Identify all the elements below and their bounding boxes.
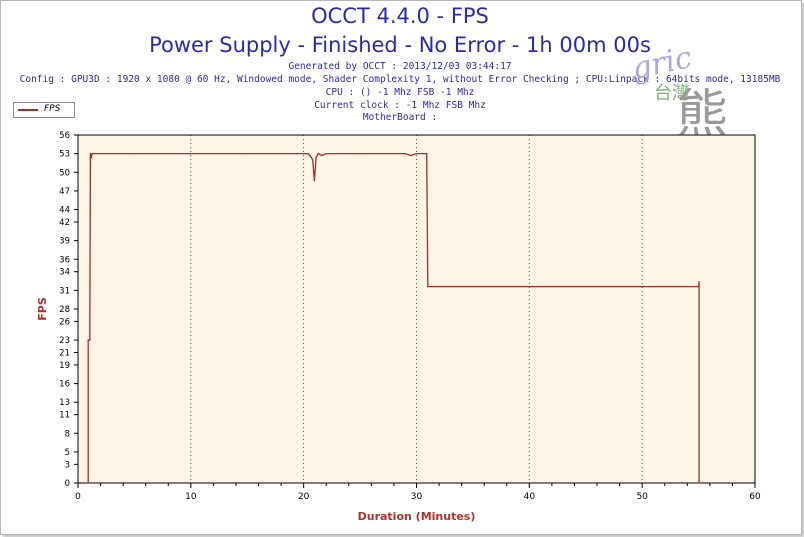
y-tick-label: 47 [59,187,70,197]
y-tick-label: 28 [59,305,70,315]
y-tick-label: 50 [59,168,70,178]
x-tick-label: 0 [75,492,81,502]
y-tick-label: 5 [65,448,70,458]
fps-data-point [698,286,700,288]
y-tick-label: 56 [59,131,70,141]
y-tick-label: 13 [59,398,70,408]
clock-line: Current clock : -1 Mhz FSB Mhz [314,100,486,111]
fps-data-point [427,286,429,288]
y-tick-label: 0 [65,479,70,489]
fps-data-point [415,153,418,155]
fps-data-point [89,339,91,341]
y-tick-label: 39 [59,237,70,247]
fps-data-point [89,153,91,155]
generated-line: Generated by OCCT : 2013/12/03 03:44:17 [288,61,512,72]
x-tick-label: 50 [636,492,648,502]
fps-data-point [87,482,89,484]
fps-data-point [359,153,361,155]
x-axis-label: Duration (Minutes) [358,510,476,523]
y-tick-label: 44 [59,206,70,216]
y-axis-label: FPS [36,297,49,321]
fps-data-point [698,281,700,283]
x-tick-label: 10 [185,492,197,502]
fps-data-point [91,153,93,155]
x-tick-label: 30 [411,492,423,502]
y-tick-label: 34 [59,268,70,278]
cpu-line: CPU : () -1 Mhz FSB -1 Mhz [325,87,475,98]
fps-data-point [90,156,93,158]
fps-data-point [404,153,406,155]
y-tick-label: 11 [59,411,70,421]
fps-data-point [317,153,319,155]
fps-data-point [313,180,315,182]
chart-subtitle: Power Supply - Finished - No Error - 1h … [149,33,651,57]
fps-data-point [246,153,248,155]
fps-data-point [307,153,309,155]
config-line: Config : GPU3D : 1920 x 1080 @ 60 Hz, Wi… [19,74,781,85]
chart-title: OCCT 4.4.0 - FPS [311,4,489,28]
y-tick-label: 53 [59,150,70,160]
y-tick-label: 23 [59,336,70,346]
chart-legend: FPS [13,102,75,118]
y-tick-label: 42 [59,218,70,228]
fps-data-point [698,482,700,484]
fps-data-point [426,153,428,155]
y-tick-label: 8 [65,429,70,439]
x-tick-label: 40 [524,492,536,502]
y-tick-label: 19 [59,361,70,371]
fps-data-point [312,159,314,161]
fps-data-point [190,153,192,155]
y-tick-label: 36 [59,255,70,265]
fps-data-point [410,154,412,157]
legend-label: FPS [44,104,61,114]
fps-data-point [133,153,135,155]
y-tick-label: 26 [59,317,70,327]
fps-data-point [315,156,317,158]
legend-swatch [18,109,38,111]
fps-data-point [325,153,327,155]
x-tick-label: 60 [749,492,761,502]
y-tick-label: 31 [59,286,70,296]
fps-data-point [321,154,323,157]
fps-data-point [309,155,311,157]
watermark-han-small: 台灣 [654,83,690,104]
y-tick-label: 21 [59,349,70,359]
fps-data-point [87,339,89,341]
x-tick-label: 20 [298,492,310,502]
y-tick-label: 3 [65,460,70,470]
y-tick-label: 16 [59,380,70,390]
motherboard-line: MotherBoard : [362,112,438,123]
